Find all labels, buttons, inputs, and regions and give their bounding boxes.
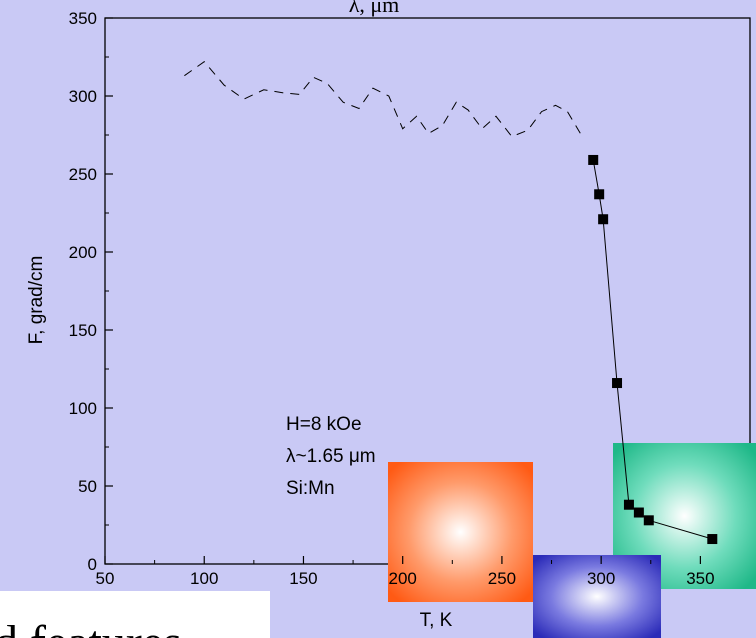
x-axis-title: T, K — [420, 610, 453, 631]
x-tick-label: 150 — [289, 569, 317, 588]
y-tick-label: 100 — [69, 399, 97, 418]
axis-ticks: 50 100 150 200 250 300 35005010015020025030035… — [69, 9, 715, 588]
y-tick-label: 0 — [88, 555, 97, 574]
y-tick-label: 200 — [69, 243, 97, 262]
y-tick-label: 300 — [69, 87, 97, 106]
data-point-marker — [594, 189, 605, 200]
x-tick-label: 100 — [190, 569, 218, 588]
overlay-text: d features — [0, 616, 182, 638]
orange-square-decoration — [388, 462, 533, 602]
annotation-material: Si:Mn — [286, 478, 335, 499]
data-point-marker — [588, 154, 599, 165]
x-tick-label: 350 — [686, 569, 714, 588]
top-axis-title: λ, μm — [349, 0, 400, 17]
y-tick-label: 350 — [69, 9, 97, 28]
x-tick-label: 50 — [96, 569, 115, 588]
x-tick-label: 250 — [488, 569, 516, 588]
data-point-marker — [643, 515, 654, 526]
y-tick-label: 50 — [78, 477, 97, 496]
annotation-wavelength: λ~1.65 μm — [286, 446, 376, 467]
blue-square-decoration — [533, 555, 661, 638]
x-tick-label: 200 — [389, 569, 417, 588]
annotation-field: H=8 kOe — [286, 414, 362, 435]
x-tick-label: 300 — [587, 569, 615, 588]
y-tick-label: 150 — [69, 321, 97, 340]
data-point-marker — [633, 507, 644, 518]
overlay-text-box — [0, 591, 270, 638]
data-series — [184, 61, 718, 545]
data-point-marker — [612, 378, 623, 389]
data-point-marker — [707, 534, 718, 545]
y-tick-label: 250 — [69, 165, 97, 184]
series-0-line — [184, 61, 582, 138]
data-point-marker — [623, 499, 634, 510]
y-axis-title: F, grad/cm — [26, 256, 47, 345]
data-point-marker — [598, 214, 609, 225]
